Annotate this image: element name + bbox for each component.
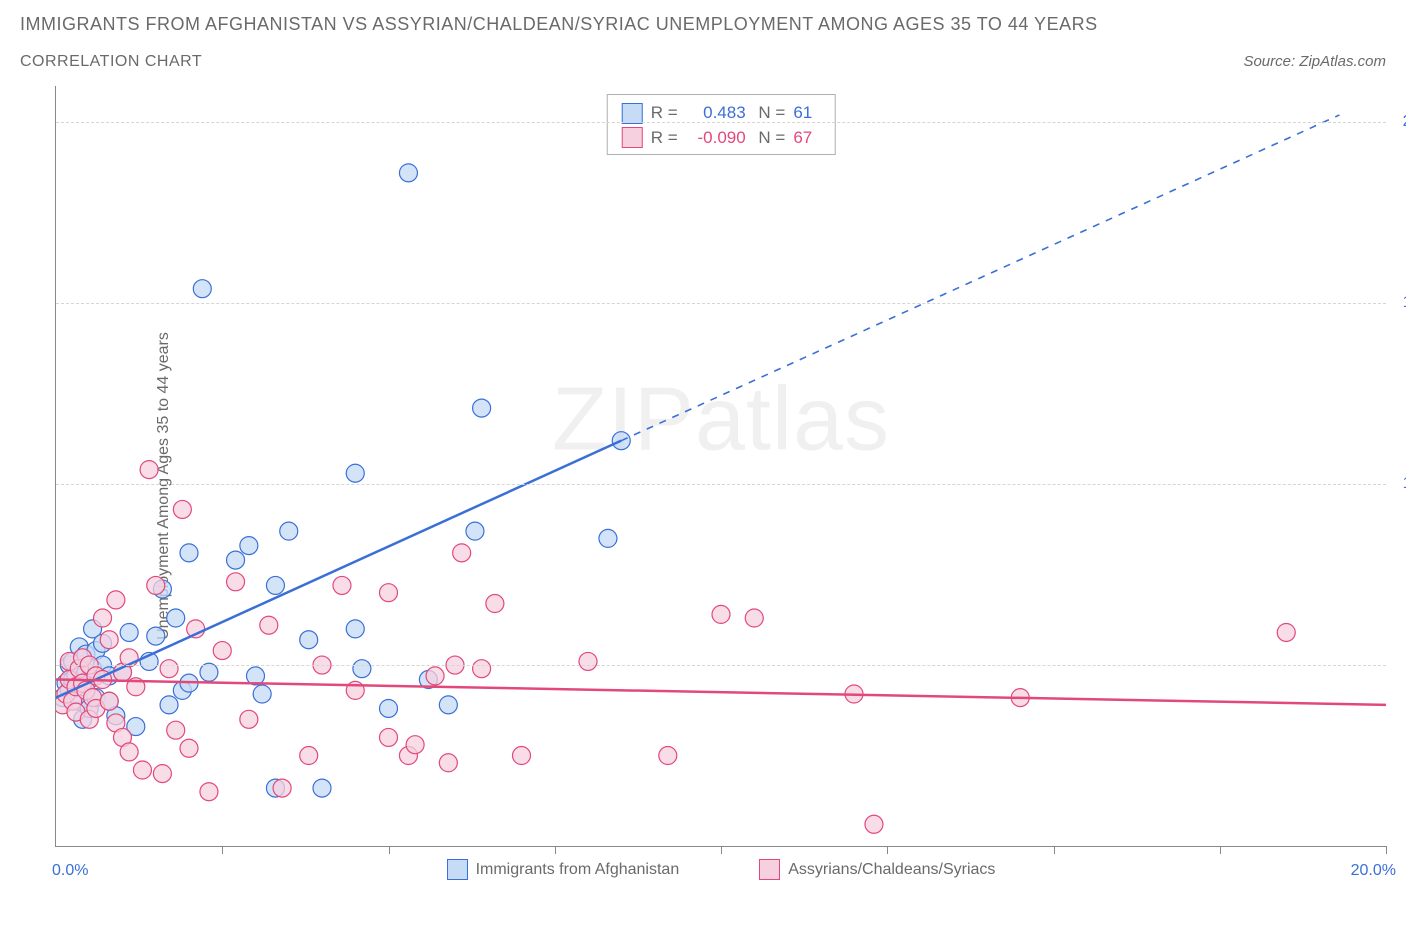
y-tick-label: 10.0% [1403, 475, 1406, 493]
plot-area: ZIPatlas R = 0.483 N = 61 R = -0.090 N =… [55, 86, 1386, 847]
legend-swatch-blue [622, 103, 643, 124]
x-axis-min: 0.0% [52, 862, 88, 880]
page-title: IMMIGRANTS FROM AFGHANISTAN VS ASSYRIAN/… [20, 14, 1386, 35]
legend-swatch-blue [447, 859, 468, 880]
n-value-pink: 67 [793, 126, 812, 151]
series-legend-label: Immigrants from Afghanistan [476, 861, 680, 879]
r-value-pink: -0.090 [686, 126, 746, 151]
chart-subtitle: CORRELATION CHART [20, 53, 202, 71]
series-legend: Immigrants from Afghanistan Assyrians/Ch… [56, 859, 1386, 880]
series-legend-item: Immigrants from Afghanistan [447, 859, 680, 880]
series-legend-label: Assyrians/Chaldeans/Syriacs [788, 861, 995, 879]
correlation-chart: Unemployment Among Ages 35 to 44 years Z… [55, 86, 1385, 886]
stats-legend: R = 0.483 N = 61 R = -0.090 N = 67 [607, 94, 836, 155]
x-axis-max: 20.0% [1351, 862, 1396, 880]
scatter-svg [56, 86, 1386, 846]
legend-swatch-pink [622, 127, 643, 148]
y-tick-label: 15.0% [1403, 294, 1406, 312]
series-legend-item: Assyrians/Chaldeans/Syriacs [759, 859, 995, 880]
legend-swatch-pink [759, 859, 780, 880]
y-tick-label: 20.0% [1403, 113, 1406, 131]
source-citation: Source: ZipAtlas.com [1243, 53, 1386, 70]
stats-legend-row: R = -0.090 N = 67 [622, 126, 813, 151]
